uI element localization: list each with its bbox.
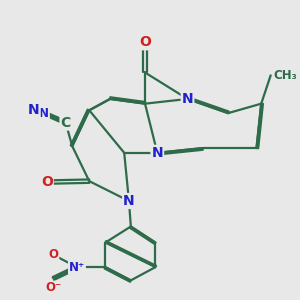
Text: O: O — [41, 175, 53, 189]
Text: N⁺: N⁺ — [69, 261, 85, 274]
Text: C: C — [61, 116, 71, 130]
Text: N: N — [28, 103, 40, 117]
Text: O: O — [139, 35, 151, 49]
Text: N: N — [123, 194, 135, 208]
Text: N: N — [152, 146, 163, 160]
Text: N: N — [39, 106, 49, 120]
Text: O: O — [48, 248, 59, 261]
Text: O⁻: O⁻ — [45, 281, 62, 294]
Text: CH₃: CH₃ — [274, 69, 297, 82]
Text: N: N — [182, 92, 193, 106]
